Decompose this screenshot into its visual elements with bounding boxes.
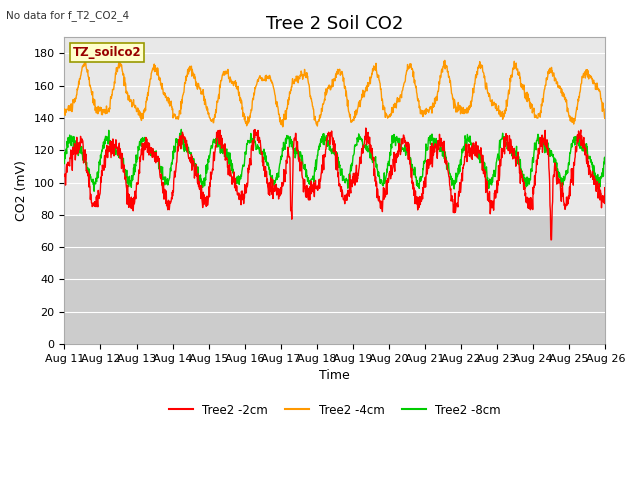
- X-axis label: Time: Time: [319, 369, 350, 382]
- Tree2 -8cm: [177, 127, 185, 132]
- Y-axis label: CO2 (mV): CO2 (mV): [15, 160, 28, 221]
- Text: TZ_soilco2: TZ_soilco2: [72, 46, 141, 59]
- Text: No data for f_T2_CO2_4: No data for f_T2_CO2_4: [6, 10, 129, 21]
- Tree2 -2cm: [419, 185, 427, 191]
- Line: Tree2 -2cm: Tree2 -2cm: [65, 128, 605, 240]
- Tree2 -8cm: [602, 154, 609, 160]
- Tree2 -2cm: [547, 237, 555, 243]
- Line: Tree2 -8cm: Tree2 -8cm: [65, 130, 605, 191]
- Tree2 -2cm: [168, 195, 175, 201]
- Title: Tree 2 Soil CO2: Tree 2 Soil CO2: [266, 15, 403, 33]
- Tree2 -8cm: [182, 138, 189, 144]
- Bar: [65, 37, 605, 215]
- Tree2 -8cm: [168, 161, 176, 167]
- Tree2 -8cm: [419, 167, 427, 172]
- Tree2 -2cm: [181, 134, 189, 140]
- Tree2 -8cm: [90, 188, 98, 194]
- Tree2 -8cm: [490, 168, 498, 173]
- Tree2 -8cm: [242, 152, 250, 157]
- Tree2 -2cm: [538, 138, 545, 144]
- Tree2 -8cm: [61, 161, 68, 167]
- Line: Tree2 -4cm: Tree2 -4cm: [65, 60, 605, 127]
- Tree2 -4cm: [242, 119, 250, 125]
- Tree2 -2cm: [241, 185, 249, 191]
- Tree2 -4cm: [490, 99, 498, 105]
- Tree2 -2cm: [490, 207, 497, 213]
- Tree2 -4cm: [538, 103, 545, 109]
- Tree2 -8cm: [538, 139, 545, 144]
- Tree2 -4cm: [61, 106, 68, 112]
- Tree2 -2cm: [61, 172, 68, 178]
- Tree2 -4cm: [168, 104, 176, 109]
- Tree2 -4cm: [279, 124, 287, 130]
- Tree2 -2cm: [602, 188, 609, 193]
- Legend: Tree2 -2cm, Tree2 -4cm, Tree2 -8cm: Tree2 -2cm, Tree2 -4cm, Tree2 -8cm: [164, 399, 506, 421]
- Tree2 -4cm: [181, 80, 189, 85]
- Tree2 -4cm: [602, 115, 609, 120]
- Tree2 -4cm: [419, 110, 427, 116]
- Tree2 -4cm: [82, 57, 90, 63]
- Tree2 -2cm: [362, 125, 370, 131]
